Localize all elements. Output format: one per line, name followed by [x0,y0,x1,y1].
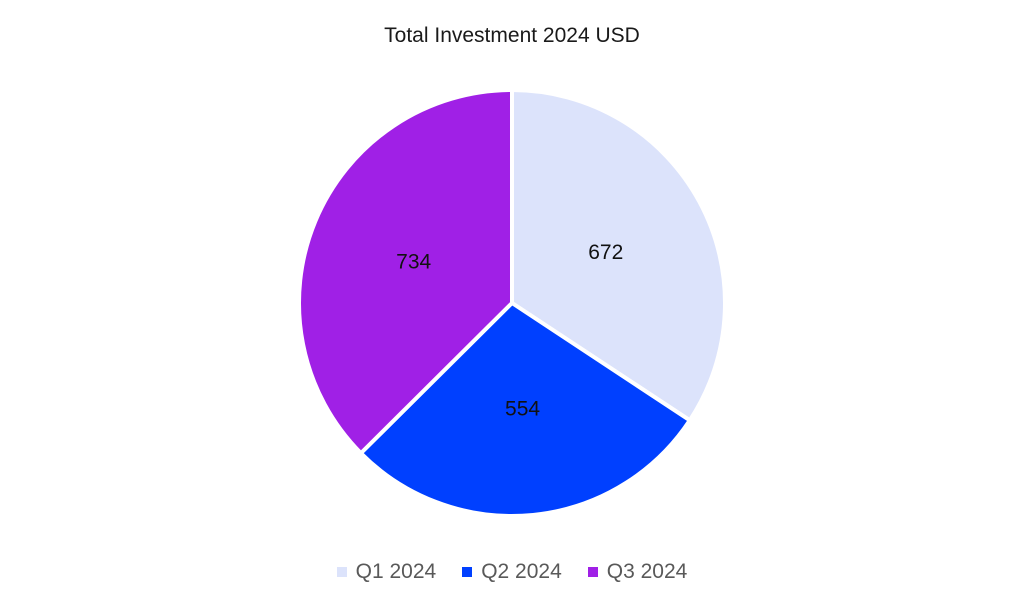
data-label-3: 734 [396,251,431,274]
pie-slice-2 [358,301,692,518]
chart-title: Total Investment 2024 USD [384,24,640,47]
legend-swatch-2 [462,567,473,577]
legend-item-1: Q1 2024 [336,560,437,584]
legend-label-2: Q2 2024 [481,560,562,583]
legend-swatch-3 [587,567,598,577]
legend-item-2: Q2 2024 [462,560,562,584]
legend-label-1: Q1 2024 [355,560,437,583]
pie-slice-3 [297,88,514,456]
legend-item-3: Q3 2024 [587,560,688,584]
legend-label-3: Q3 2024 [606,560,688,583]
legend: Q1 2024 Q2 2024 Q3 2024 [0,560,1024,584]
data-label-2: 554 [505,397,540,420]
legend-swatch-1 [336,567,347,577]
data-label-1: 672 [588,241,623,264]
